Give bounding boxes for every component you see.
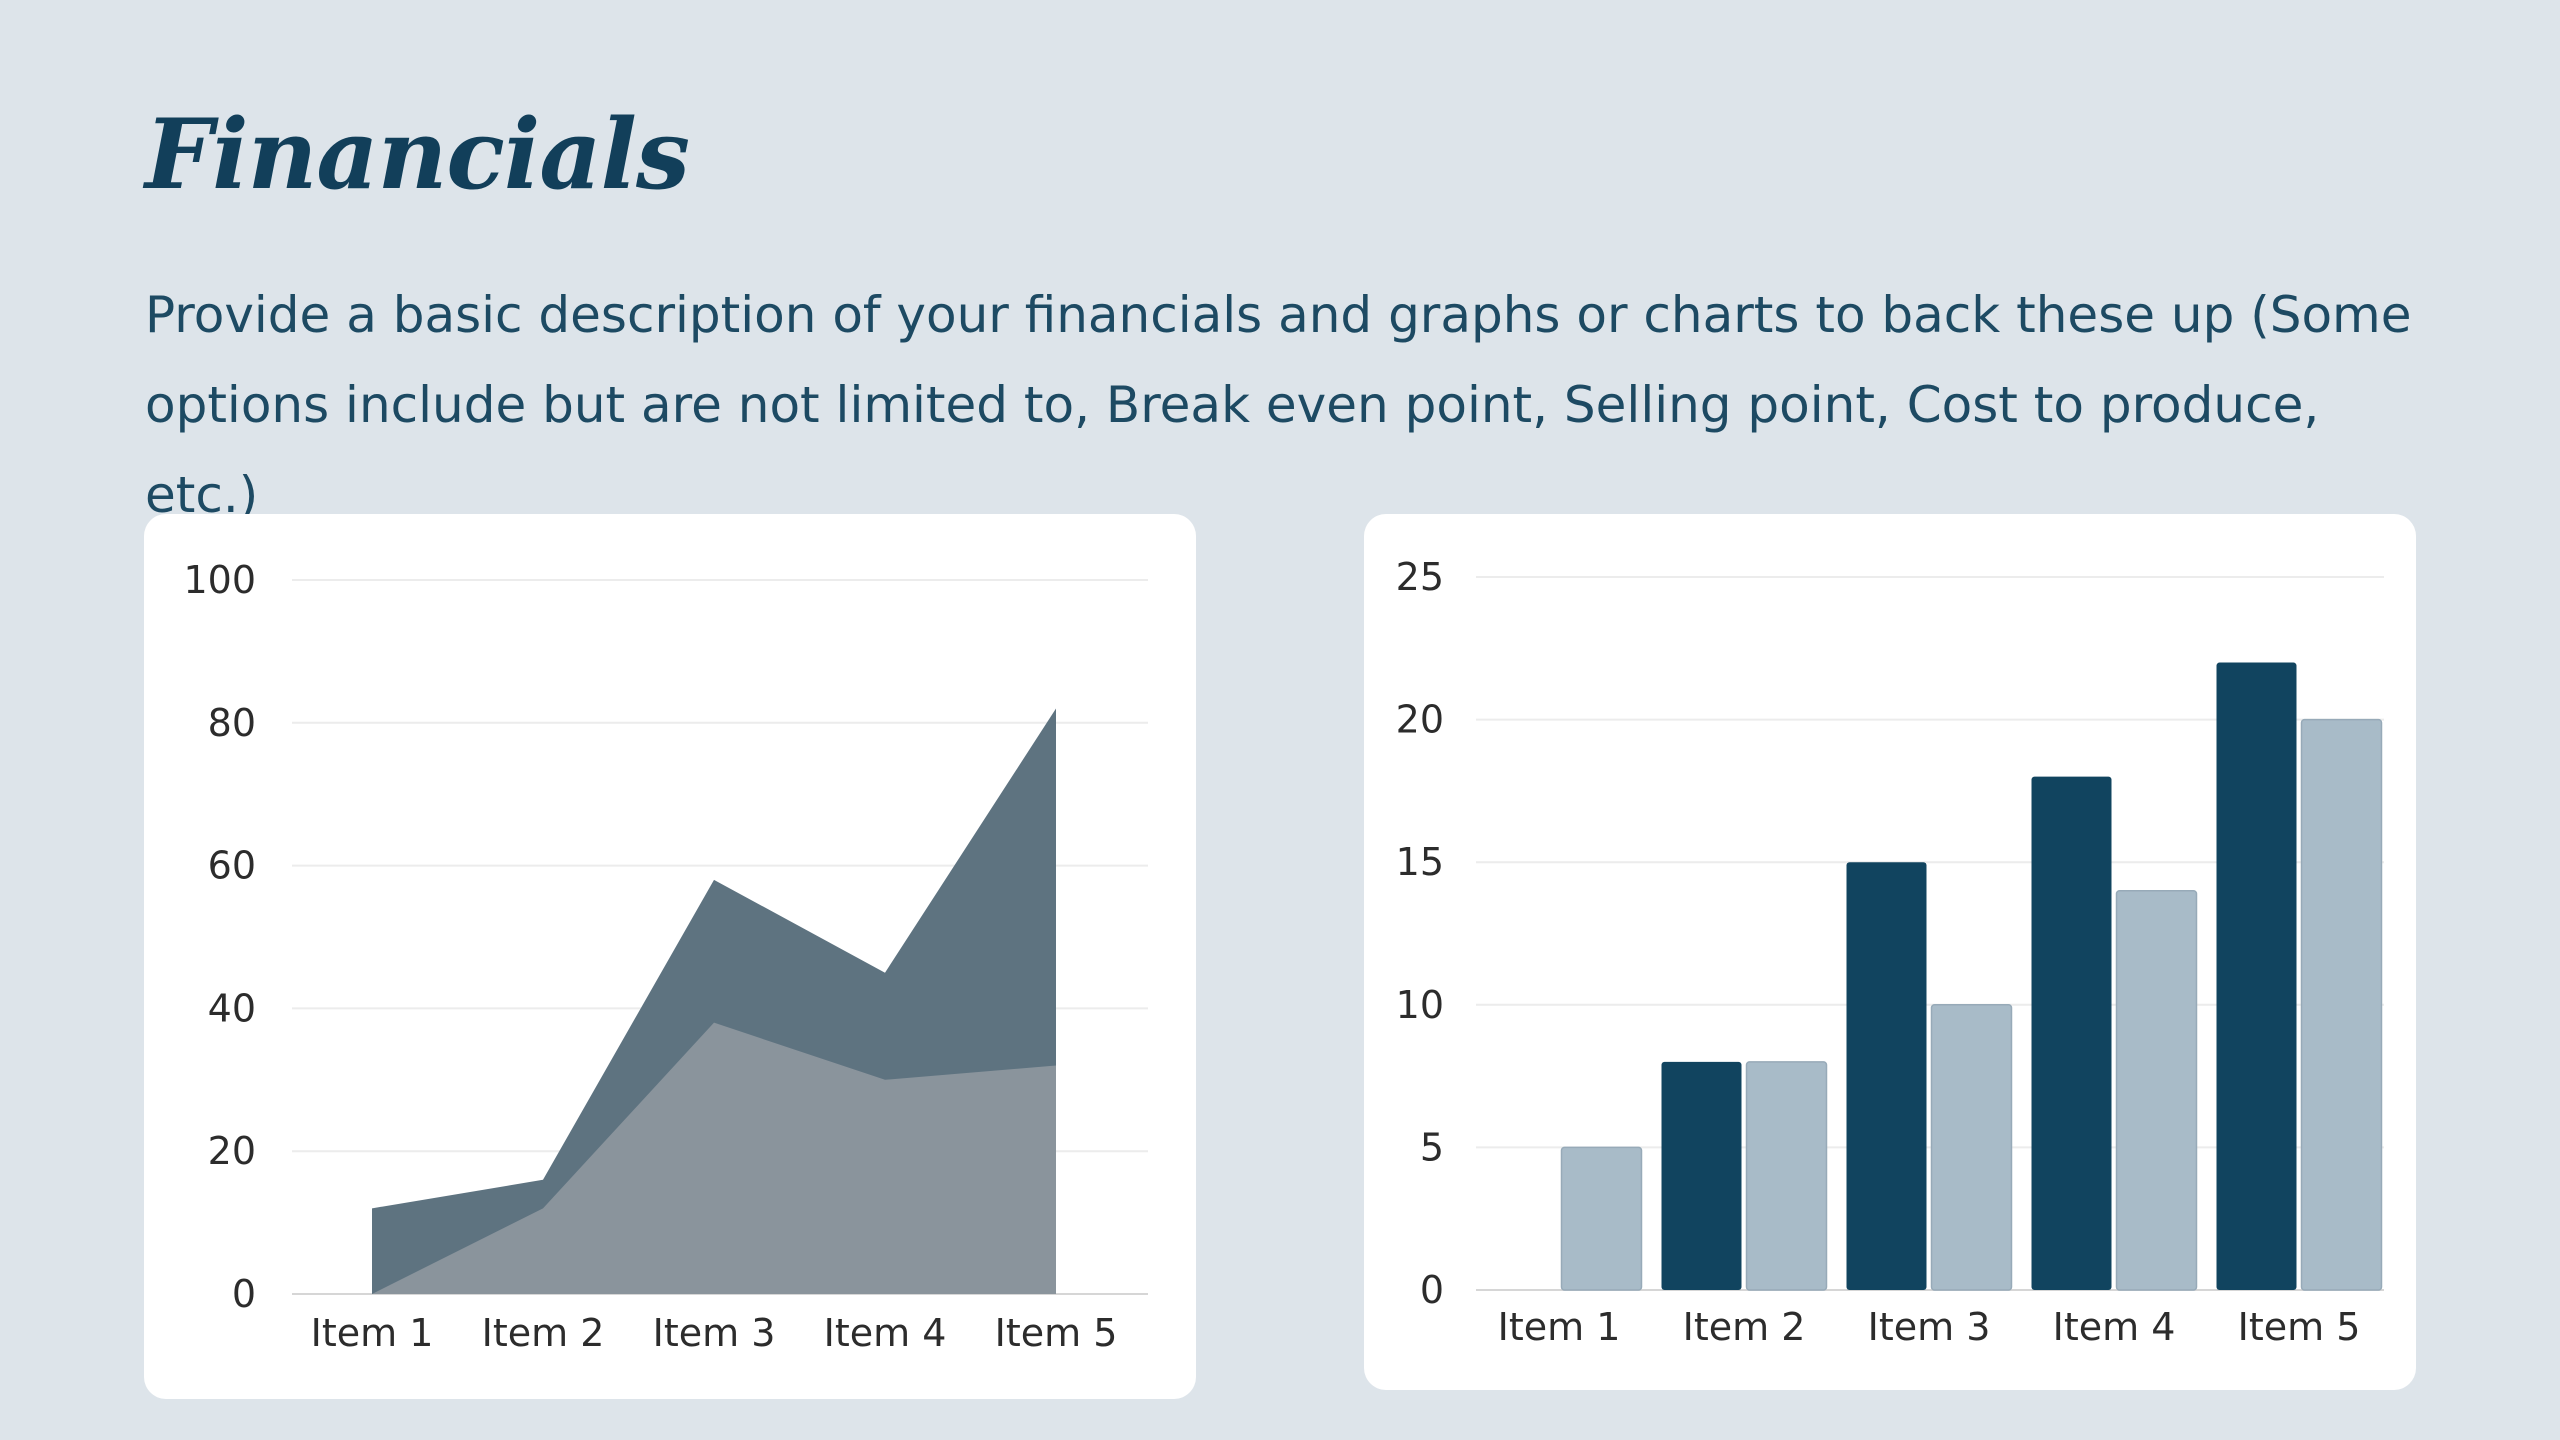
area-chart-card: 0 20 40 60 80 100 Item 1 Item 2 Item 3 Item 4 Item… <box>144 514 1196 1399</box>
y-tick-label: 80 <box>208 701 256 745</box>
y-tick-label: 10 <box>1396 983 1444 1027</box>
area-chart: 0 20 40 60 80 100 Item 1 Item 2 Item 3 Item 4 Item… <box>183 558 1148 1355</box>
slide-description: Provide a basic description of your fina… <box>145 286 2412 524</box>
bar-series-1 <box>2031 776 2112 1290</box>
x-tick-label: Item 2 <box>482 1311 605 1355</box>
bar-series-2 <box>2300 718 2383 1291</box>
area-series-2 <box>372 1022 1056 1294</box>
y-tick-label: 25 <box>1396 555 1444 599</box>
bar-chart-card: 0 5 10 15 20 25 Item 1 Item 2 Item 3 Item 4 Item 5 <box>1364 514 2416 1390</box>
y-tick-label: 0 <box>1420 1268 1444 1312</box>
bar-chart: 0 5 10 15 20 25 Item 1 Item 2 Item 3 Item 4 Item 5 <box>1396 555 2384 1349</box>
y-tick-label: 0 <box>232 1272 256 1316</box>
y-tick-label: 15 <box>1396 840 1444 884</box>
y-tick-label: 60 <box>208 844 256 888</box>
x-tick-label: Item 1 <box>1498 1305 1621 1349</box>
bar-series-1 <box>1661 1061 1742 1290</box>
y-tick-label: 5 <box>1420 1125 1444 1169</box>
x-tick-label: Item 3 <box>1868 1305 1991 1349</box>
x-tick-label: Item 3 <box>653 1311 776 1355</box>
bar-series-2 <box>1745 1061 1828 1291</box>
x-tick-label: Item 5 <box>2238 1305 2361 1349</box>
x-tick-label: Item 1 <box>311 1311 434 1355</box>
y-tick-label: 40 <box>208 986 256 1030</box>
bar-series-1 <box>1846 862 1927 1290</box>
x-tick-label: Item 4 <box>824 1311 947 1355</box>
y-tick-label: 20 <box>208 1129 256 1173</box>
y-tick-label: 100 <box>183 558 256 602</box>
x-tick-label: Item 5 <box>995 1311 1118 1355</box>
bar-series-2 <box>2115 889 2198 1291</box>
x-tick-label: Item 4 <box>2053 1305 2176 1349</box>
x-tick-label: Item 2 <box>1683 1305 1806 1349</box>
slide-title: Financials <box>145 98 690 211</box>
bar-series-2 <box>1560 1146 1643 1291</box>
y-tick-label: 20 <box>1396 698 1444 742</box>
bar-series-1 <box>2216 662 2297 1290</box>
bar-series-2 <box>1930 1004 2013 1291</box>
